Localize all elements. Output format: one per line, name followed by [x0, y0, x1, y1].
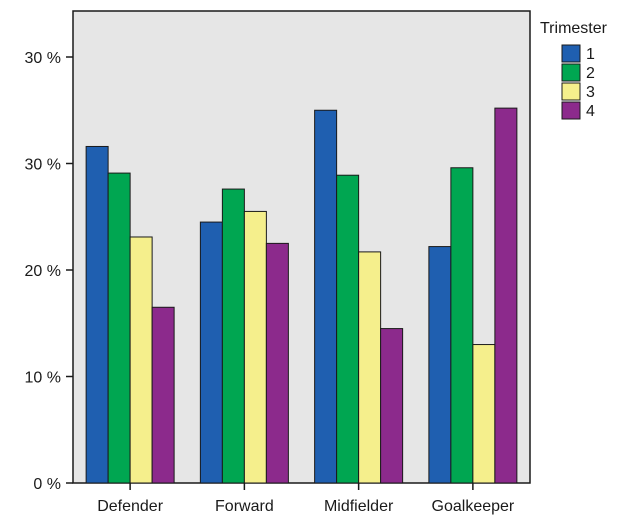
y-tick-label: 30 %: [25, 50, 61, 67]
x-tick-label: Forward: [215, 498, 274, 515]
bar-midfielder-trimester-4: [380, 328, 404, 484]
legend-label-2: 2: [586, 65, 595, 82]
x-tick-label: Midfielder: [324, 498, 394, 515]
y-tick-label: 10 %: [25, 370, 61, 387]
bar-defender-trimester-2: [107, 172, 131, 484]
bar-defender-trimester-4: [151, 306, 175, 484]
legend-swatch-4: [561, 101, 581, 120]
bar-midfielder-trimester-2: [336, 174, 360, 484]
y-tick-label: 0 %: [33, 476, 61, 493]
bar-forward-trimester-4: [265, 242, 289, 484]
x-tick-label: Defender: [97, 498, 163, 515]
bar-forward-trimester-2: [221, 188, 245, 484]
legend-title: Trimester: [540, 20, 608, 37]
bar-goalkeeper-trimester-2: [450, 167, 474, 484]
legend-swatch-2: [561, 63, 581, 82]
legend-label-3: 3: [586, 84, 595, 101]
legend-swatch-1: [561, 44, 581, 63]
bar-forward-trimester-3: [243, 210, 267, 484]
bar-goalkeeper-trimester-1: [428, 246, 452, 484]
x-axis: Defender Forward Midfielder Goalkeeper: [97, 483, 515, 515]
x-tick-label: Goalkeeper: [432, 498, 515, 515]
bar-defender-trimester-3: [129, 236, 153, 484]
bar-goalkeeper-trimester-3: [472, 344, 496, 484]
legend: Trimester 1 2 3 4: [540, 20, 608, 120]
bar-defender-trimester-1: [85, 145, 109, 484]
y-tick-label: 30 %: [25, 157, 61, 174]
legend-label-4: 4: [586, 103, 595, 120]
bar-goalkeeper-trimester-4: [494, 107, 518, 484]
bar-midfielder-trimester-1: [314, 109, 338, 484]
legend-swatch-3: [561, 82, 581, 101]
legend-label-1: 1: [586, 46, 595, 63]
bar-forward-trimester-1: [199, 221, 223, 484]
bar-midfielder-trimester-3: [358, 251, 382, 484]
y-tick-label: 20 %: [25, 263, 61, 280]
y-axis: 0 % 10 % 20 % 30 % 30 %: [25, 50, 73, 493]
bars-group: [85, 107, 518, 484]
